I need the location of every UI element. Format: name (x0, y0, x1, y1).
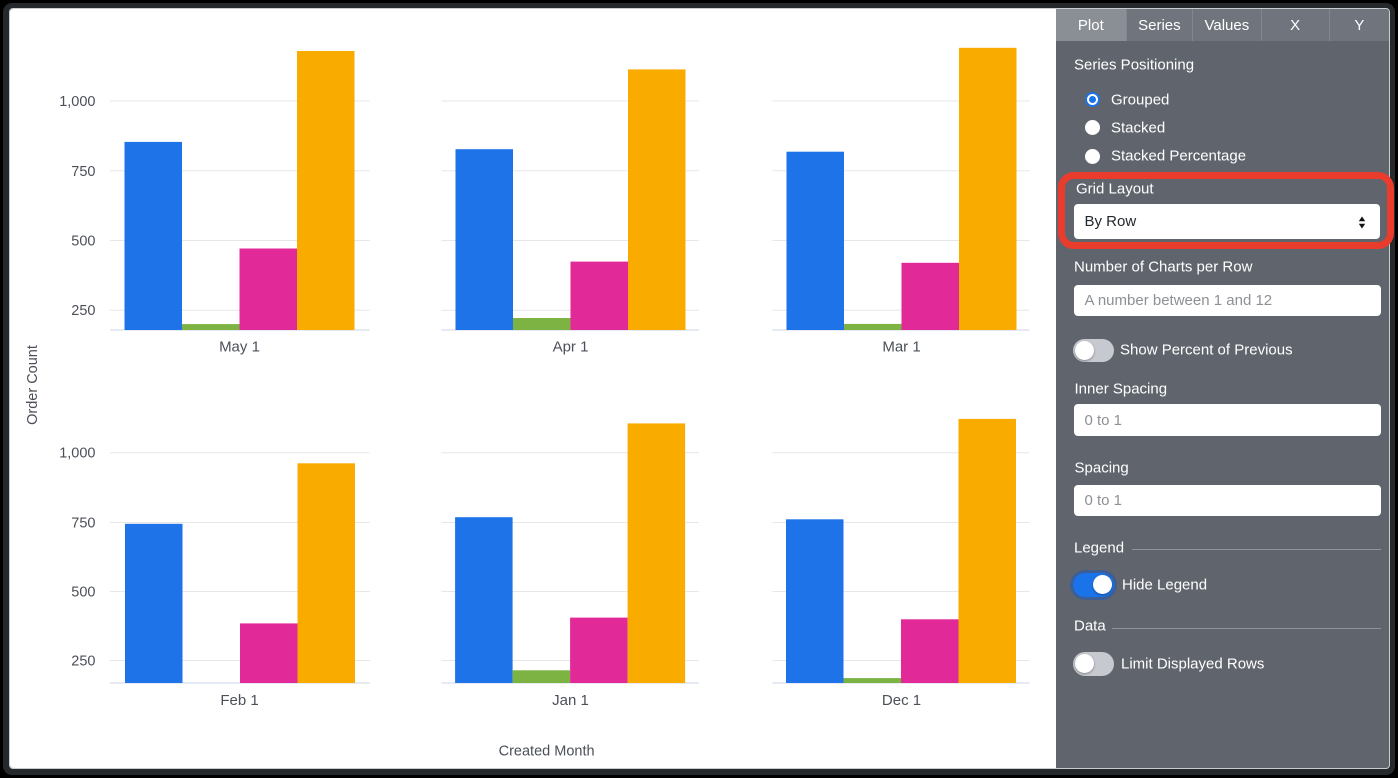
svg-text:500: 500 (71, 234, 95, 250)
svg-text:500: 500 (71, 585, 95, 601)
svg-text:Dec 1: Dec 1 (882, 692, 921, 709)
svg-text:May 1: May 1 (219, 339, 260, 356)
svg-text:Mar 1: Mar 1 (882, 339, 920, 356)
svg-text:Jan 1: Jan 1 (552, 692, 589, 709)
svg-text:1,000: 1,000 (59, 446, 95, 462)
svg-text:Created Month: Created Month (499, 744, 595, 760)
svg-text:750: 750 (71, 516, 95, 532)
svg-text:Feb 1: Feb 1 (220, 692, 258, 709)
svg-text:1,000: 1,000 (59, 94, 95, 110)
svg-text:Order Count: Order Count (25, 345, 41, 425)
svg-text:Apr 1: Apr 1 (553, 339, 589, 356)
svg-text:750: 750 (71, 164, 95, 180)
svg-text:250: 250 (71, 654, 95, 670)
svg-text:250: 250 (71, 303, 95, 319)
